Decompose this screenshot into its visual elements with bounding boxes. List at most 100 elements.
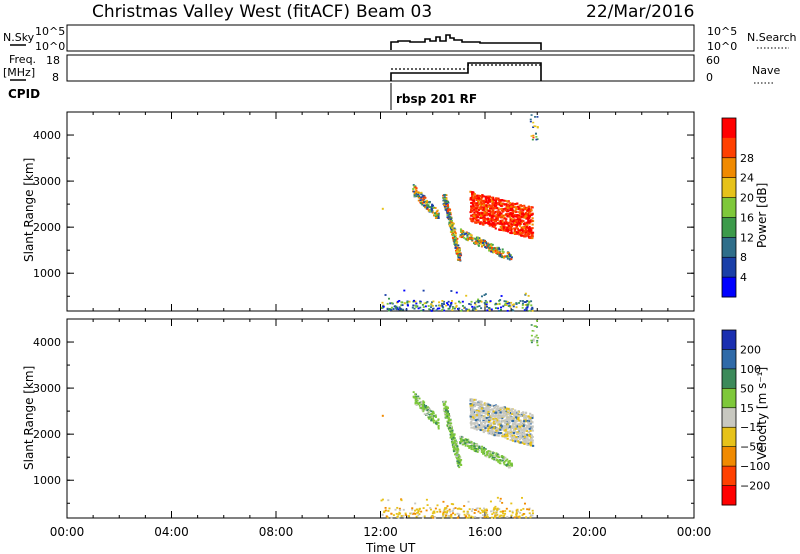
data-cell [524, 411, 528, 414]
data-cell [400, 499, 403, 502]
data-cell [417, 195, 420, 197]
data-cell [483, 421, 486, 424]
data-cell [490, 308, 493, 311]
data-cell [510, 223, 514, 226]
data-cell [500, 214, 503, 217]
data-cell [504, 199, 507, 202]
data-cell [471, 516, 474, 519]
data-cell [430, 306, 433, 309]
data-cell [426, 206, 429, 209]
data-cell [445, 411, 448, 414]
data-cell [471, 305, 474, 308]
data-cell [422, 400, 425, 403]
data-cell [535, 336, 538, 339]
data-cell [381, 301, 384, 304]
data-cell [503, 225, 506, 228]
data-cell [522, 507, 525, 510]
data-cell [478, 406, 481, 409]
data-cell [531, 429, 534, 432]
data-cell [420, 510, 423, 513]
data-cell [506, 301, 509, 304]
data-cell [476, 425, 479, 428]
data-cell [466, 236, 469, 239]
data-cell [505, 300, 508, 303]
data-cell [470, 415, 474, 418]
data-cell [505, 218, 508, 221]
data-cell [499, 299, 502, 301]
data-cell [425, 301, 428, 304]
data-cell [464, 442, 467, 445]
data-cell [501, 214, 505, 217]
data-cell [515, 426, 519, 429]
data-cell [438, 301, 441, 304]
data-cell [488, 451, 491, 454]
data-cell [531, 441, 534, 444]
data-cell [492, 221, 495, 224]
colorbar-tick-label: 8 [740, 251, 747, 264]
data-cell [445, 205, 448, 208]
data-cell [478, 400, 481, 403]
data-cell [448, 221, 451, 224]
data-cell [433, 516, 436, 519]
data-cell [452, 306, 455, 309]
data-cell [487, 412, 490, 415]
data-cell [488, 425, 491, 428]
data-cell [399, 512, 402, 515]
data-cell [476, 239, 479, 242]
data-cell [431, 414, 434, 417]
data-cell [421, 202, 424, 204]
data-cell [477, 245, 480, 247]
data-cell [498, 214, 501, 217]
data-cell [517, 510, 520, 513]
data-cell [523, 502, 526, 505]
data-cell [495, 216, 498, 219]
data-cell [517, 416, 520, 419]
data-cell [494, 413, 497, 416]
data-cell [494, 199, 498, 202]
data-cell [443, 202, 446, 205]
data-cell [525, 225, 528, 228]
data-cell [479, 418, 482, 421]
data-cell [493, 507, 496, 509]
data-cell [414, 396, 417, 399]
data-cell [505, 507, 508, 510]
data-cell [522, 209, 525, 212]
data-cell [423, 403, 426, 406]
data-cell [517, 216, 520, 219]
data-cell [518, 208, 521, 211]
data-cell [510, 419, 513, 422]
data-cell [503, 425, 506, 428]
data-cell [417, 395, 420, 398]
data-cell [475, 425, 478, 428]
data-cell [482, 244, 485, 247]
data-cell [420, 191, 423, 194]
data-cell [472, 220, 475, 223]
data-cell [477, 402, 480, 405]
data-cell [444, 200, 447, 203]
data-cell [453, 449, 456, 452]
data-cell [392, 308, 395, 310]
data-cell [449, 216, 452, 219]
y-tick-label: 2000 [33, 221, 61, 234]
data-cell [499, 222, 502, 225]
data-cell [494, 218, 497, 221]
data-cell [437, 418, 440, 421]
data-cell [483, 415, 486, 418]
data-cell [535, 326, 538, 328]
data-cell [486, 429, 490, 432]
data-cell [504, 436, 507, 439]
data-cell [509, 255, 512, 258]
data-cell [487, 423, 490, 426]
data-cell [495, 457, 498, 460]
data-cell [494, 419, 497, 422]
data-cell [509, 417, 512, 420]
data-cell [494, 512, 497, 515]
data-cell [531, 426, 534, 429]
data-cell [427, 204, 430, 207]
data-cell [484, 422, 487, 425]
data-cell [409, 512, 412, 515]
data-cell [494, 220, 497, 223]
data-cell [488, 224, 491, 227]
data-cell [461, 231, 464, 234]
data-cell [492, 202, 495, 205]
